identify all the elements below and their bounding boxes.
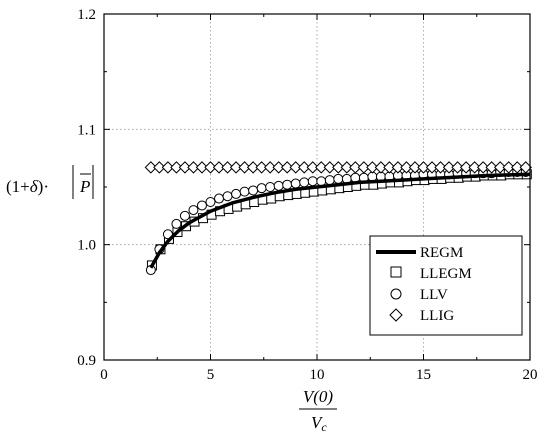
legend: REGM LLEGM LLV LLIG (369, 235, 523, 336)
x-axis-label-denominator: Vc (311, 413, 327, 434)
legend-circle-icon (390, 288, 402, 300)
plot-area (144, 161, 532, 276)
y-axis-label-var: P (79, 177, 90, 196)
llv-marker (265, 182, 276, 192)
y-tick-label: 0.9 (77, 353, 96, 369)
y-axis-label-mid: )· (38, 177, 49, 196)
llv-marker (179, 210, 190, 221)
llig-marker (221, 161, 234, 174)
llig-marker (306, 161, 319, 174)
llv-marker (316, 176, 327, 187)
llig-marker (357, 161, 371, 174)
llig-marker (340, 161, 354, 174)
llv-marker (222, 191, 233, 202)
y-axis-label-delta: δ (30, 177, 39, 196)
llig-marker (204, 161, 217, 174)
x-tick-label: 20 (523, 367, 538, 383)
llig-marker (417, 161, 430, 174)
llig-marker (229, 161, 243, 174)
llv-marker (282, 179, 293, 190)
llig-marker (383, 161, 396, 174)
llv-marker (333, 173, 344, 184)
llig-marker (391, 161, 405, 174)
llig-marker (289, 161, 302, 174)
llig-marker (442, 161, 456, 174)
llv-marker (324, 175, 335, 186)
llig-marker (187, 161, 200, 174)
llig-marker (161, 161, 175, 174)
legend-square-icon (390, 266, 402, 278)
llv-marker (188, 205, 199, 216)
llig-marker (280, 161, 294, 174)
y-axis-label: (1+δ)· P (6, 165, 94, 199)
axis-ticks: 0 5 10 15 20 0.9 1.0 1.1 1.2 (77, 7, 537, 383)
y-tick-label: 1.2 (77, 7, 96, 23)
llv-marker (205, 196, 216, 207)
llig-marker (511, 161, 524, 174)
svg-text:(1+δ)·: (1+δ)· (6, 177, 49, 196)
llig-marker (485, 161, 498, 174)
llv-marker (239, 186, 250, 197)
x-axis-label-subscript: c (321, 420, 327, 434)
llv-marker (307, 176, 318, 187)
llv-marker (256, 183, 267, 194)
llig-marker (238, 161, 251, 174)
llig-marker (332, 161, 345, 174)
y-tick-label: 1.1 (77, 122, 96, 138)
x-axis-label: V(0) Vc (299, 387, 337, 434)
llv-marker (248, 185, 259, 196)
llv-marker (299, 177, 310, 188)
legend-item-llv: LLV (390, 287, 448, 303)
llv-marker (290, 178, 301, 189)
llig-marker (195, 161, 209, 174)
y-tick-label: 1.0 (77, 238, 96, 254)
llig-marker (451, 161, 464, 174)
llig-marker (298, 161, 311, 174)
llig-marker (272, 161, 285, 174)
llig-marker (502, 161, 515, 174)
legend-label-llegm: LLEGM (420, 266, 472, 282)
llig-marker (315, 161, 328, 174)
llig-marker (476, 161, 490, 174)
llv-marker (273, 180, 284, 191)
llig-marker (255, 161, 268, 174)
regm-line (149, 172, 531, 269)
llig-marker (400, 161, 413, 174)
llig-marker (468, 161, 481, 174)
llig-marker (153, 161, 166, 174)
llv-marker (214, 193, 225, 204)
llig-marker (246, 161, 260, 174)
legend-label-llig: LLIG (420, 308, 454, 324)
y-axis-label-prefix: (1+ (6, 177, 30, 196)
x-tick-label: 5 (207, 367, 215, 383)
x-axis-label-numerator: V(0) (303, 387, 334, 406)
legend-item-llegm: LLEGM (390, 266, 472, 282)
legend-label-llv: LLV (420, 287, 448, 303)
llig-marker (374, 161, 388, 174)
llig-marker (459, 161, 473, 174)
llv-marker (196, 200, 207, 211)
x-tick-label: 0 (100, 367, 108, 383)
llig-marker (263, 161, 277, 174)
llv-marker (231, 188, 242, 199)
llig-marker (170, 161, 183, 174)
llig-marker (425, 161, 439, 174)
x-tick-label: 10 (310, 367, 325, 383)
legend-item-regm: REGM (376, 245, 463, 261)
llig-marker (144, 161, 158, 174)
legend-label-regm: REGM (420, 245, 463, 261)
llig-marker (212, 161, 226, 174)
llv-marker (171, 218, 182, 229)
llig-marker (434, 161, 447, 174)
legend-item-llig: LLIG (389, 308, 454, 324)
llig-marker (366, 161, 379, 174)
x-tick-label: 15 (416, 367, 431, 383)
llig-marker (178, 161, 192, 174)
llig-marker (323, 161, 336, 174)
legend-diamond-icon (389, 308, 403, 322)
llig-marker (493, 161, 507, 174)
llig-marker (408, 161, 422, 174)
llig-marker (349, 161, 362, 174)
